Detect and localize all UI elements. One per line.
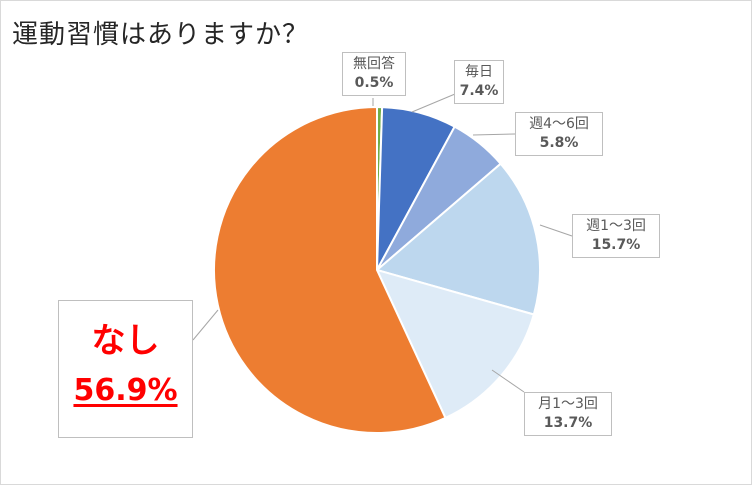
label-name: 月1～3回 (538, 396, 598, 412)
leader-1-3-per-week (539, 224, 573, 237)
label-value: 56.9% (73, 373, 178, 408)
label-1-3-per-month: 月1～3回 13.7% (524, 392, 612, 436)
chart-title: 運動習慣はありますか？ (12, 20, 310, 50)
label-value: 5.8% (539, 135, 579, 151)
slice-none (213, 105, 447, 434)
label-name: なし (91, 321, 160, 361)
leader-daily (411, 93, 456, 113)
label-none: なし 56.9% (58, 300, 193, 438)
label-4-6-per-week: 週4～6回 5.8% (515, 112, 603, 156)
label-name: 毎日 (465, 64, 493, 80)
leader-4-6-per-week (472, 133, 516, 136)
label-name: 週4～6回 (529, 116, 589, 132)
label-1-3-per-week: 週1～3回 15.7% (572, 214, 660, 258)
leader-1-3-per-month (491, 369, 525, 393)
label-daily: 毎日 7.4% (454, 60, 504, 104)
label-value: 7.4% (459, 83, 499, 99)
label-no-answer: 無回答 0.5% (342, 52, 406, 96)
label-name: 週1～3回 (586, 218, 646, 234)
label-value: 15.7% (591, 237, 641, 253)
label-value: 13.7% (543, 415, 593, 431)
label-value: 0.5% (354, 75, 394, 91)
label-name: 無回答 (353, 56, 395, 72)
slice-1-3-per-week (374, 162, 541, 316)
leader-none (192, 309, 219, 341)
